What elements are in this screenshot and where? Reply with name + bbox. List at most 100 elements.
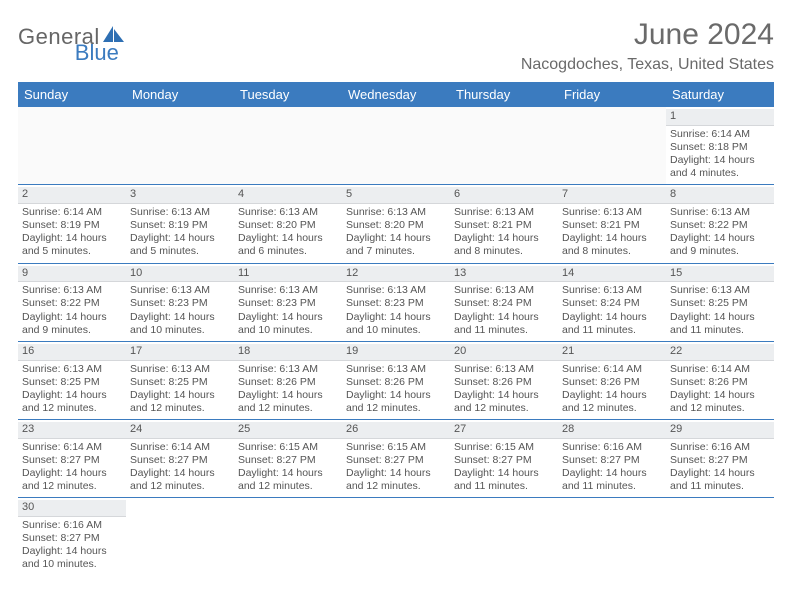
daylight-line: Daylight: 14 hours and 12 minutes.	[22, 467, 122, 493]
sunrise-line: Sunrise: 6:15 AM	[454, 441, 554, 454]
daylight-line: Daylight: 14 hours and 6 minutes.	[238, 232, 338, 258]
day-cell: 1 Sunrise: 6:14 AMSunset: 8:18 PMDaylight…	[666, 107, 774, 184]
sunrise-line: Sunrise: 6:14 AM	[670, 363, 770, 376]
sunset-line: Sunset: 8:26 PM	[346, 376, 446, 389]
sunrise-line: Sunrise: 6:13 AM	[562, 206, 662, 219]
daylight-line: Daylight: 14 hours and 9 minutes.	[22, 311, 122, 337]
day-cell: 7Sunrise: 6:13 AMSunset: 8:21 PMDaylight…	[558, 185, 666, 262]
daylight-line: Daylight: 14 hours and 10 minutes.	[22, 545, 122, 571]
sunrise-line: Sunrise: 6:13 AM	[454, 284, 554, 297]
daylight-line: Daylight: 14 hours and 11 minutes.	[454, 467, 554, 493]
day-cell: 9Sunrise: 6:13 AMSunset: 8:22 PMDaylight…	[18, 264, 126, 341]
day-number: 19	[342, 344, 450, 361]
day-cell: 30Sunrise: 6:16 AMSunset: 8:27 PMDayligh…	[18, 498, 126, 575]
calendar: SundayMondayTuesdayWednesdayThursdayFrid…	[18, 82, 774, 576]
day-cell: 25Sunrise: 6:15 AMSunset: 8:27 PMDayligh…	[234, 420, 342, 497]
daylight-line: Daylight: 14 hours and 12 minutes.	[130, 389, 230, 415]
sunrise-line: Sunrise: 6:16 AM	[562, 441, 662, 454]
day-number: 16	[18, 344, 126, 361]
sunrise-line: Sunrise: 6:13 AM	[22, 284, 122, 297]
sunset-line: Sunset: 8:26 PM	[454, 376, 554, 389]
sunrise-line: Sunrise: 6:13 AM	[346, 206, 446, 219]
sunset-line: Sunset: 8:27 PM	[130, 454, 230, 467]
sunrise-line: Sunrise: 6:13 AM	[22, 363, 122, 376]
daylight-line: Daylight: 14 hours and 12 minutes.	[238, 389, 338, 415]
day-cell: 12Sunrise: 6:13 AMSunset: 8:23 PMDayligh…	[342, 264, 450, 341]
day-number: 14	[558, 266, 666, 283]
sunrise-line: Sunrise: 6:13 AM	[346, 363, 446, 376]
sunset-line: Sunset: 8:22 PM	[22, 297, 122, 310]
day-cell: 5Sunrise: 6:13 AMSunset: 8:20 PMDaylight…	[342, 185, 450, 262]
empty-cell	[126, 107, 234, 184]
day-cell: 22 Sunrise: 6:14 AMSunset: 8:26 PMDayligh…	[666, 342, 774, 419]
sunrise-line: Sunrise: 6:13 AM	[238, 206, 338, 219]
daylight-line: Daylight: 14 hours and 5 minutes.	[130, 232, 230, 258]
daylight-line: Daylight: 14 hours and 10 minutes.	[238, 311, 338, 337]
weekday-wednesday: Wednesday	[342, 82, 450, 107]
brand-word2: Blue	[75, 40, 119, 65]
weekday-friday: Friday	[558, 82, 666, 107]
empty-cell	[558, 107, 666, 184]
day-cell: 26Sunrise: 6:15 AMSunset: 8:27 PMDayligh…	[342, 420, 450, 497]
sunrise-line: Sunrise: 6:14 AM	[670, 128, 770, 141]
day-number: 30	[18, 500, 126, 517]
empty-cell	[558, 498, 666, 575]
daylight-line: Daylight: 14 hours and 12 minutes.	[346, 467, 446, 493]
day-number: 4	[234, 187, 342, 204]
day-number: 11	[234, 266, 342, 283]
sunrise-line: Sunrise: 6:13 AM	[130, 206, 230, 219]
sunset-line: Sunset: 8:26 PM	[670, 376, 770, 389]
sunset-line: Sunset: 8:26 PM	[238, 376, 338, 389]
daylight-line: Daylight: 14 hours and 11 minutes.	[454, 311, 554, 337]
day-number: 12	[342, 266, 450, 283]
sunrise-line: Sunrise: 6:13 AM	[130, 284, 230, 297]
day-cell: 17Sunrise: 6:13 AMSunset: 8:25 PMDayligh…	[126, 342, 234, 419]
day-number: 13	[450, 266, 558, 283]
sunset-line: Sunset: 8:19 PM	[130, 219, 230, 232]
empty-cell	[450, 107, 558, 184]
sunset-line: Sunset: 8:20 PM	[346, 219, 446, 232]
daylight-line: Daylight: 14 hours and 10 minutes.	[346, 311, 446, 337]
day-cell: 29Sunrise: 6:16 AMSunset: 8:27 PMDayligh…	[666, 420, 774, 497]
sunset-line: Sunset: 8:18 PM	[670, 141, 770, 154]
week-row: 16Sunrise: 6:13 AMSunset: 8:25 PMDayligh…	[18, 342, 774, 420]
sunset-line: Sunset: 8:23 PM	[346, 297, 446, 310]
day-number: 5	[342, 187, 450, 204]
week-row: 30Sunrise: 6:16 AMSunset: 8:27 PMDayligh…	[18, 498, 774, 575]
daylight-line: Daylight: 14 hours and 12 minutes.	[22, 389, 122, 415]
sunrise-line: Sunrise: 6:16 AM	[670, 441, 770, 454]
day-cell: 28Sunrise: 6:16 AMSunset: 8:27 PMDayligh…	[558, 420, 666, 497]
sunrise-line: Sunrise: 6:13 AM	[238, 284, 338, 297]
sunrise-line: Sunrise: 6:13 AM	[130, 363, 230, 376]
sunset-line: Sunset: 8:26 PM	[562, 376, 662, 389]
weekday-saturday: Saturday	[666, 82, 774, 107]
brand-logo: General Blue	[18, 24, 169, 50]
day-number: 7	[558, 187, 666, 204]
day-number: 3	[126, 187, 234, 204]
sunset-line: Sunset: 8:19 PM	[22, 219, 122, 232]
day-number: 17	[126, 344, 234, 361]
daylight-line: Daylight: 14 hours and 11 minutes.	[562, 311, 662, 337]
day-cell: 11Sunrise: 6:13 AMSunset: 8:23 PMDayligh…	[234, 264, 342, 341]
day-cell: 27Sunrise: 6:15 AMSunset: 8:27 PMDayligh…	[450, 420, 558, 497]
day-cell: 23Sunrise: 6:14 AMSunset: 8:27 PMDayligh…	[18, 420, 126, 497]
sunrise-line: Sunrise: 6:13 AM	[670, 206, 770, 219]
day-number: 29	[666, 422, 774, 439]
sunrise-line: Sunrise: 6:13 AM	[454, 363, 554, 376]
empty-cell	[666, 498, 774, 575]
day-cell: 8Sunrise: 6:13 AMSunset: 8:22 PMDaylight…	[666, 185, 774, 262]
sunset-line: Sunset: 8:23 PM	[130, 297, 230, 310]
day-number: 22	[666, 344, 774, 361]
sunset-line: Sunset: 8:25 PM	[670, 297, 770, 310]
daylight-line: Daylight: 14 hours and 12 minutes.	[454, 389, 554, 415]
daylight-line: Daylight: 14 hours and 12 minutes.	[670, 389, 770, 415]
daylight-line: Daylight: 14 hours and 12 minutes.	[562, 389, 662, 415]
day-number: 1	[666, 109, 774, 126]
day-number: 23	[18, 422, 126, 439]
sunrise-line: Sunrise: 6:15 AM	[238, 441, 338, 454]
daylight-line: Daylight: 14 hours and 11 minutes.	[670, 311, 770, 337]
day-number: 15	[666, 266, 774, 283]
week-row: 2Sunrise: 6:14 AMSunset: 8:19 PMDaylight…	[18, 185, 774, 263]
sunset-line: Sunset: 8:22 PM	[670, 219, 770, 232]
daylight-line: Daylight: 14 hours and 4 minutes.	[670, 154, 770, 180]
